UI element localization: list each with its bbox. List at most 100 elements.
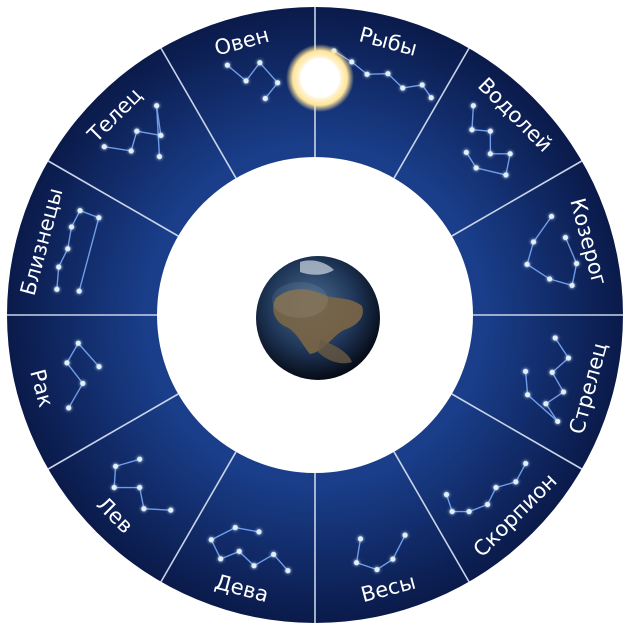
star-icon xyxy=(56,264,62,270)
sector-divider xyxy=(393,47,470,179)
sector-divider xyxy=(47,160,179,237)
star-icon xyxy=(400,85,406,91)
star-icon xyxy=(503,172,509,178)
star-icon xyxy=(565,355,572,361)
constellation-2 xyxy=(463,103,513,178)
star-icon xyxy=(54,286,60,292)
earth-icon xyxy=(256,256,380,380)
sun-icon xyxy=(286,44,354,112)
constellation-5 xyxy=(443,460,529,515)
star-icon xyxy=(141,506,147,512)
constellation-line xyxy=(465,105,512,176)
sector-divider xyxy=(451,160,583,237)
star-icon xyxy=(449,508,455,515)
star-icon xyxy=(524,261,530,267)
star-icon xyxy=(419,82,425,88)
constellation-3 xyxy=(524,213,580,289)
star-icon xyxy=(522,368,529,375)
star-icon xyxy=(236,548,242,555)
star-icon xyxy=(560,389,567,395)
star-icon xyxy=(251,563,257,569)
star-icon xyxy=(76,288,82,294)
star-icon xyxy=(65,246,71,252)
star-icon xyxy=(484,501,491,508)
star-icon xyxy=(513,479,519,485)
star-icon xyxy=(158,132,164,138)
constellations xyxy=(54,48,580,574)
star-icon xyxy=(137,456,143,462)
constellation-12 xyxy=(224,60,281,102)
star-icon xyxy=(487,151,493,157)
star-icon xyxy=(374,567,380,573)
constellation-line xyxy=(113,458,171,511)
star-icon xyxy=(262,95,268,102)
star-icon xyxy=(357,536,364,542)
star-icon xyxy=(402,532,408,538)
star-icon xyxy=(256,529,262,535)
constellation-11 xyxy=(101,103,164,160)
sector-divider xyxy=(47,393,179,470)
star-icon xyxy=(243,78,249,84)
star-icon xyxy=(543,401,549,407)
star-icon xyxy=(111,484,117,491)
star-icon xyxy=(549,369,555,375)
constellation-line xyxy=(524,337,570,422)
star-icon xyxy=(232,525,238,531)
star-icon xyxy=(466,508,472,515)
star-icon xyxy=(390,556,396,562)
star-icon xyxy=(275,80,281,86)
star-icon xyxy=(68,224,75,230)
star-icon xyxy=(443,492,450,498)
constellation-8 xyxy=(111,456,174,513)
star-icon xyxy=(257,60,263,66)
star-icon xyxy=(523,460,529,467)
sector-divider xyxy=(451,393,583,470)
constellation-4 xyxy=(522,335,572,425)
star-icon xyxy=(271,551,277,558)
star-icon xyxy=(96,364,102,370)
star-icon xyxy=(555,418,561,425)
star-icon xyxy=(353,560,360,566)
star-icon xyxy=(66,405,72,411)
star-icon xyxy=(569,282,575,289)
star-icon xyxy=(80,380,86,387)
sector-dividers xyxy=(7,7,623,623)
star-icon xyxy=(562,234,569,241)
star-icon xyxy=(473,165,479,171)
star-icon xyxy=(428,95,434,101)
star-icon xyxy=(154,103,160,109)
constellation-line xyxy=(104,105,162,157)
star-icon xyxy=(470,103,476,109)
star-icon xyxy=(101,144,107,150)
star-icon xyxy=(530,239,537,245)
sector-divider xyxy=(160,47,237,179)
constellation-7 xyxy=(208,525,291,574)
constellation-line xyxy=(210,526,289,572)
sector-divider xyxy=(393,451,470,583)
star-icon xyxy=(463,149,469,155)
sector-divider xyxy=(160,451,237,583)
star-icon xyxy=(548,213,555,220)
star-icon xyxy=(64,360,70,366)
star-icon xyxy=(573,260,580,267)
star-icon xyxy=(224,62,230,68)
constellation-10 xyxy=(54,208,102,294)
star-icon xyxy=(128,148,134,154)
star-icon xyxy=(385,71,391,77)
star-icon xyxy=(525,392,531,398)
constellation-6 xyxy=(353,532,408,573)
star-icon xyxy=(285,568,291,574)
constellation-9 xyxy=(64,340,102,411)
star-icon xyxy=(168,507,174,513)
star-icon xyxy=(547,276,553,282)
star-icon xyxy=(156,154,163,160)
star-icon xyxy=(507,151,513,157)
star-icon xyxy=(75,340,81,346)
star-icon xyxy=(77,208,83,214)
star-icon xyxy=(364,71,370,77)
star-icon xyxy=(96,215,102,221)
star-icon xyxy=(218,556,224,562)
star-icon xyxy=(134,128,140,134)
star-icon xyxy=(112,463,119,469)
